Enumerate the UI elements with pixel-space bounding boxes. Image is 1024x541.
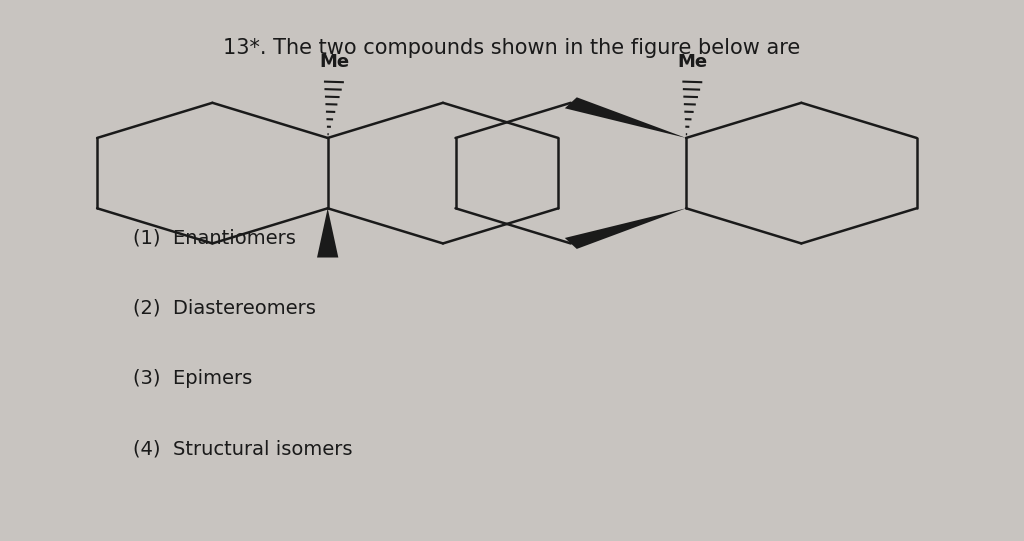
Text: (4)  Structural isomers: (4) Structural isomers	[133, 439, 352, 459]
Polygon shape	[317, 208, 338, 258]
Text: (3)  Epimers: (3) Epimers	[133, 369, 252, 388]
Text: Me: Me	[678, 53, 708, 71]
Polygon shape	[565, 208, 686, 249]
Text: Me: Me	[319, 53, 349, 71]
Text: (2)  Diastereomers: (2) Diastereomers	[133, 299, 316, 318]
Polygon shape	[565, 97, 686, 138]
Text: 13*. The two compounds shown in the figure below are: 13*. The two compounds shown in the figu…	[223, 38, 801, 58]
Text: (1)  Enantiomers: (1) Enantiomers	[133, 228, 296, 248]
